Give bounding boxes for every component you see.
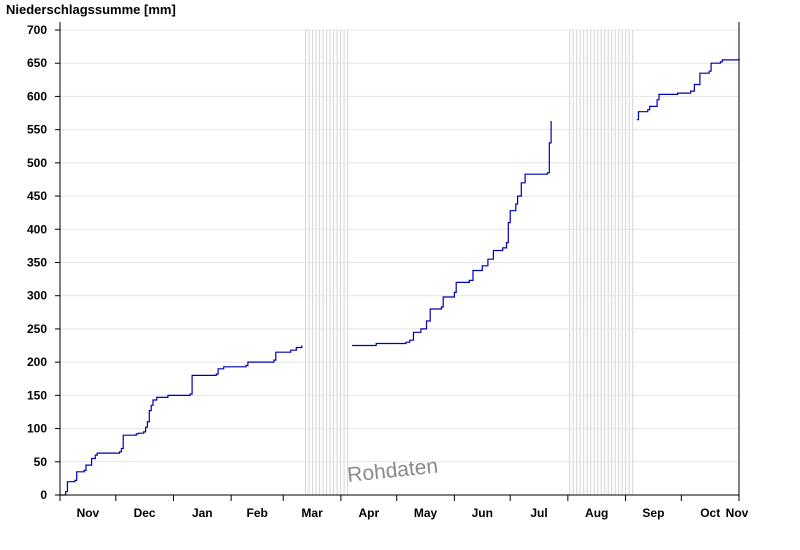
y-axis-title: Niederschlagssumme [mm]: [6, 2, 176, 17]
x-tick-label: Jul: [530, 506, 547, 520]
x-tick-label: Aug: [585, 506, 608, 520]
x-tick-label: Feb: [247, 506, 268, 520]
series-line-segment: [60, 345, 303, 496]
x-tick-label: May: [414, 506, 438, 520]
axes-layer: 0 50 100 150 200 250 300 350 400 450 500 550 600 650 7…: [27, 22, 749, 520]
x-tick-label: Nov: [726, 506, 749, 520]
y-tick-label: 700: [27, 23, 47, 37]
y-tick-label: 450: [27, 189, 47, 203]
watermark: Rohdaten: [346, 455, 439, 487]
x-tick-label: Mar: [301, 506, 323, 520]
y-tick-label: 50: [34, 455, 48, 469]
x-tick-label: Jun: [472, 506, 493, 520]
y-tick-label: 600: [27, 89, 47, 103]
y-tick-label: 550: [27, 123, 47, 137]
x-tick-label: Apr: [358, 506, 379, 520]
y-tick-label: 150: [27, 388, 47, 402]
x-tick-label: Jan: [192, 506, 213, 520]
y-tick-label: 0: [40, 488, 47, 502]
y-tick-label: 650: [27, 56, 47, 70]
series-line-segment: [636, 57, 740, 121]
y-tick-label: 250: [27, 322, 47, 336]
y-tick-label: 300: [27, 289, 47, 303]
y-tick-label: 350: [27, 256, 47, 270]
x-tick-label: Oct: [700, 506, 720, 520]
series-layer: [60, 57, 740, 496]
series-line-segment: [352, 121, 552, 347]
y-tick-label: 100: [27, 422, 47, 436]
x-tick-label: Sep: [642, 506, 664, 520]
y-tick-label: 400: [27, 222, 47, 236]
x-tick-label: Nov: [77, 506, 100, 520]
grid-layer: [60, 29, 739, 463]
x-tick-label: Dec: [134, 506, 156, 520]
y-tick-label: 500: [27, 156, 47, 170]
y-tick-label: 200: [27, 355, 47, 369]
